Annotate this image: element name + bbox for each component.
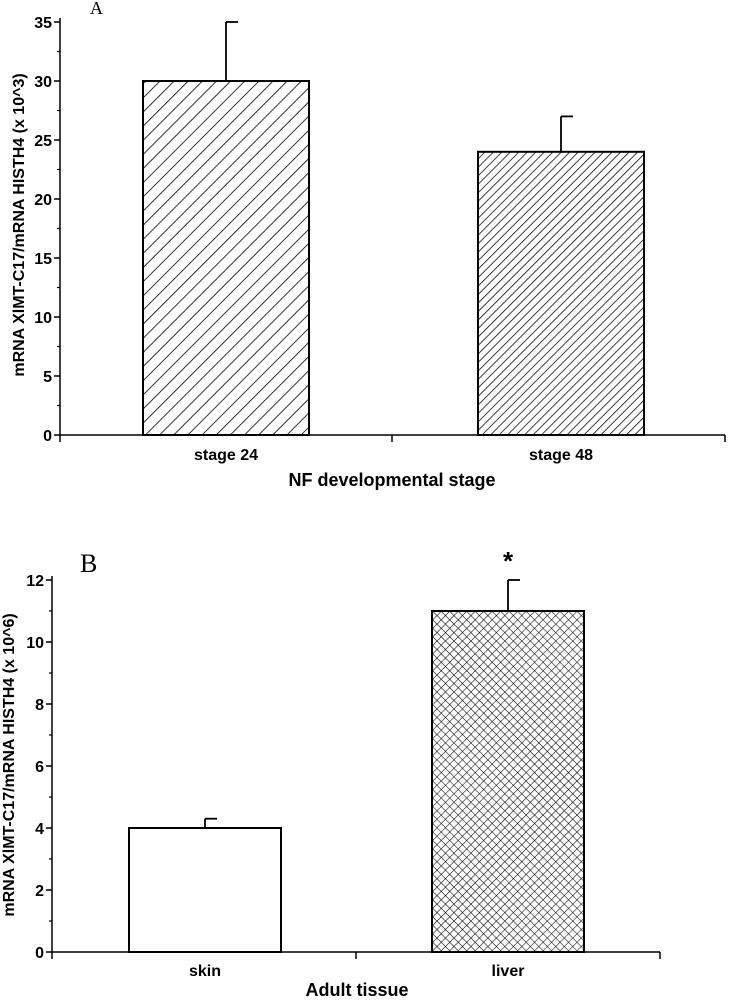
panel-b: B mRNA XlMT-C17/mRNA HISTH4 (x 10^6) Adu…	[1, 546, 661, 1000]
panel-a-category-label-stage-48: stage 48	[529, 447, 593, 464]
panel-a-x-axis-title: NF developmental stage	[288, 470, 495, 490]
panel-a-y-tick-label: 10	[34, 310, 52, 327]
panel-b-y-axis-title: mRNA XlMT-C17/mRNA HISTH4 (x 10^6)	[1, 613, 18, 916]
panel-b-y-tick-label: 4	[35, 821, 44, 838]
panel-a-y-tick-label: 15	[34, 251, 52, 268]
panel-b-x-axis-title: Adult tissue	[305, 980, 408, 1000]
panel-a-y-tick-label: 25	[34, 133, 52, 150]
panel-b-y-tick-label: 10	[26, 635, 44, 652]
panel-b-y-tick-label: 2	[35, 883, 44, 900]
panel-b-bar-skin	[128, 827, 282, 953]
panel-a-letter: A	[90, 0, 103, 18]
panel-b-y-tick-label: 0	[35, 945, 44, 962]
panel-b-category-label-skin: skin	[189, 963, 221, 980]
panel-a-y-tick-label: 20	[34, 192, 52, 209]
panel-b-category-label-liver: liver	[492, 963, 525, 980]
panel-b-y-tick-label: 12	[26, 573, 44, 590]
panel-a-y-tick-label: 0	[43, 428, 52, 445]
panel-a-plot: 0 5 10 15 20 25 30 35 stage 24 stage 48	[34, 15, 726, 464]
panel-b-y-tick-label: 8	[35, 697, 44, 714]
panel-a-bar-stage-24	[142, 80, 310, 436]
panel-b-letter: B	[80, 549, 97, 578]
panel-b-bar-liver	[431, 610, 585, 953]
panel-b-y-tick-label: 6	[35, 759, 44, 776]
panel-b-significance-marker: *	[503, 546, 514, 576]
panel-a-bar-stage-48	[477, 150, 645, 437]
panel-a-y-tick-label: 35	[34, 15, 52, 32]
panel-a-y-tick-label: 5	[43, 369, 52, 386]
panel-a: A mRNA XlMT-C17/mRNA HISTH4 (x 10^3) NF …	[11, 0, 726, 490]
panel-a-category-label-stage-24: stage 24	[194, 447, 258, 464]
panel-b-plot: 0 2 4 6 8 10 12 skin liver *	[26, 546, 661, 980]
panel-a-y-axis-title: mRNA XlMT-C17/mRNA HISTH4 (x 10^3)	[11, 73, 28, 376]
panel-a-y-tick-label: 30	[34, 74, 52, 91]
